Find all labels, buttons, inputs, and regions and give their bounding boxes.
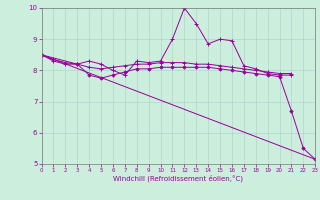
X-axis label: Windchill (Refroidissement éolien,°C): Windchill (Refroidissement éolien,°C) <box>113 175 244 182</box>
